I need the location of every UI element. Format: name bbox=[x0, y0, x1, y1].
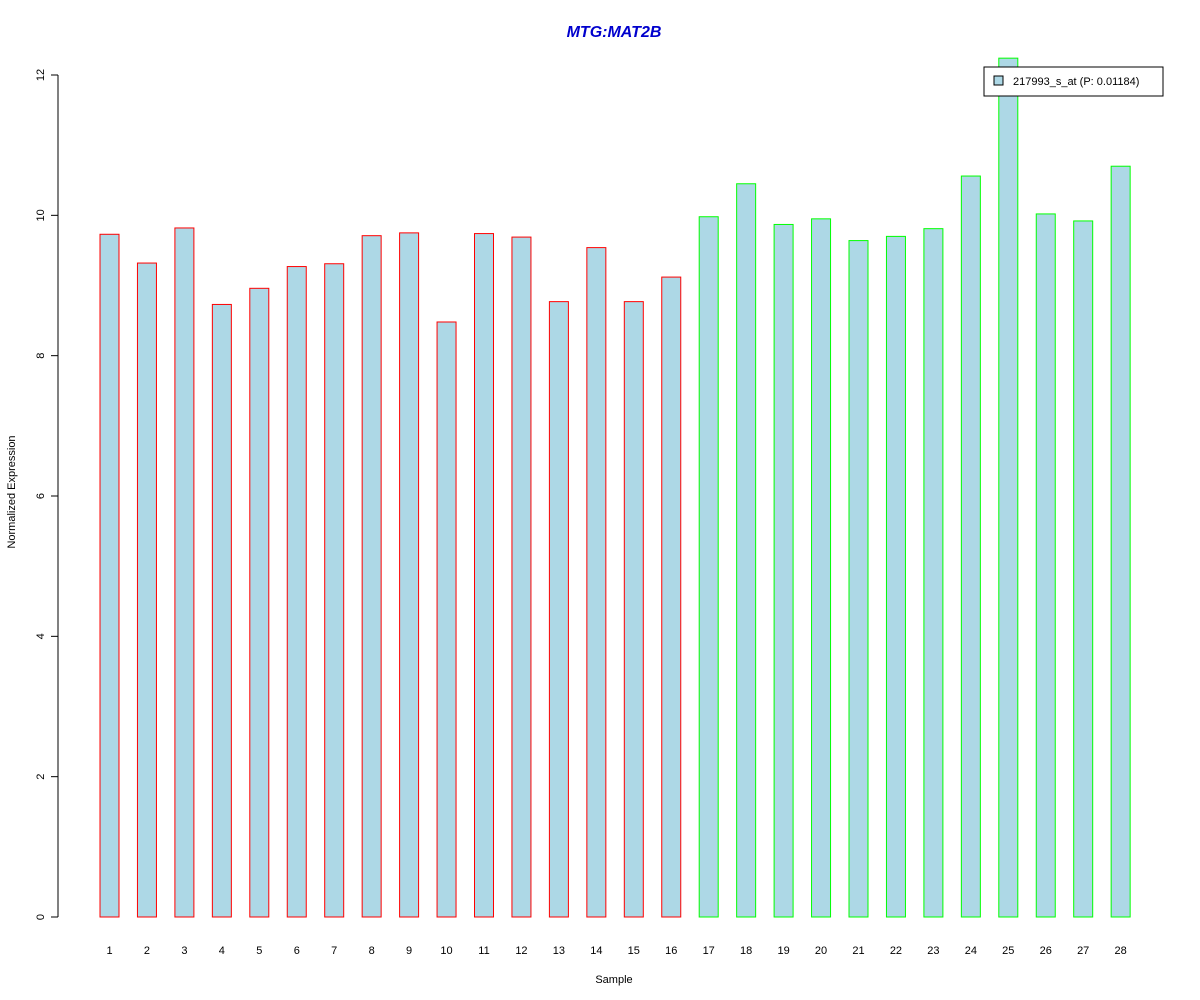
legend: 217993_s_at (P: 0.01184) bbox=[983, 66, 1164, 97]
x-tick-label: 14 bbox=[590, 945, 602, 957]
bar-sample-8 bbox=[361, 235, 382, 918]
bar-sample-14 bbox=[586, 247, 607, 918]
bar-sample-10 bbox=[436, 321, 457, 918]
bars bbox=[99, 57, 1131, 918]
x-tick-label: 27 bbox=[1077, 945, 1089, 957]
y-tick-label: 2 bbox=[35, 774, 47, 780]
x-tick-label: 19 bbox=[777, 945, 789, 957]
x-tick-label: 7 bbox=[331, 945, 337, 957]
bar-sample-17 bbox=[698, 216, 719, 918]
y-axis-label: Normalized Expression bbox=[6, 435, 18, 548]
bar-sample-11 bbox=[474, 233, 494, 918]
bar-sample-16 bbox=[661, 276, 682, 918]
bar-sample-25 bbox=[998, 57, 1019, 918]
y-tick-label: 0 bbox=[35, 914, 47, 920]
legend-box bbox=[983, 66, 1164, 97]
y-tick-label: 12 bbox=[35, 69, 47, 81]
x-tick-label: 12 bbox=[515, 945, 527, 957]
bar-sample-22 bbox=[885, 235, 906, 918]
legend-label: 217993_s_at (P: 0.01184) bbox=[1013, 76, 1139, 88]
bar-sample-13 bbox=[548, 301, 569, 918]
y-tick-label: 4 bbox=[35, 633, 47, 639]
x-tick-label: 2 bbox=[144, 945, 150, 957]
bar-sample-18 bbox=[736, 183, 757, 918]
y-tick-label: 8 bbox=[35, 353, 47, 359]
bar-sample-24 bbox=[960, 175, 981, 918]
bar-sample-19 bbox=[773, 223, 794, 918]
x-tick-label: 18 bbox=[740, 945, 752, 957]
x-tick-label: 13 bbox=[553, 945, 565, 957]
x-tick-label: 1 bbox=[106, 945, 112, 957]
x-tick-label: 4 bbox=[219, 945, 225, 957]
x-tick-label: 28 bbox=[1115, 945, 1127, 957]
x-tick-label: 6 bbox=[294, 945, 300, 957]
x-tick-label: 24 bbox=[965, 945, 977, 957]
x-tick-label: 17 bbox=[703, 945, 715, 957]
bar-sample-23 bbox=[923, 228, 944, 918]
legend-swatch bbox=[993, 75, 1004, 86]
x-tick-label: 26 bbox=[1040, 945, 1052, 957]
x-tick-label: 25 bbox=[1002, 945, 1014, 957]
y-tick-label: 6 bbox=[35, 493, 47, 499]
bar-sample-6 bbox=[286, 266, 307, 918]
x-tick-label: 21 bbox=[852, 945, 864, 957]
x-tick-label: 11 bbox=[478, 945, 489, 957]
x-tick-label: 10 bbox=[440, 945, 452, 957]
x-tick-label: 3 bbox=[181, 945, 187, 957]
x-tick-label: 22 bbox=[890, 945, 902, 957]
bar-sample-3 bbox=[174, 227, 195, 918]
x-tick-label: 20 bbox=[815, 945, 827, 957]
y-axis: 0 2 4 6 8 10 12 bbox=[35, 69, 59, 920]
chart-title: MTG:MAT2B bbox=[567, 24, 662, 41]
x-tick-label: 8 bbox=[369, 945, 375, 957]
bar-sample-21 bbox=[848, 240, 869, 918]
bar-sample-5 bbox=[249, 287, 270, 918]
y-tick-label: 10 bbox=[35, 209, 47, 221]
bar-sample-7 bbox=[324, 263, 345, 918]
bar-sample-28 bbox=[1110, 165, 1131, 918]
bar-sample-15 bbox=[623, 301, 644, 918]
bar-sample-1 bbox=[99, 233, 120, 918]
x-tick-label: 23 bbox=[927, 945, 939, 957]
bar-sample-2 bbox=[136, 262, 157, 918]
x-tick-labels: 1 2 3 4 5 6 7 8 9 10 11 12 13 14 15 16 17 18 19 20 21 22 23 24 2… bbox=[106, 945, 1126, 957]
x-tick-label: 9 bbox=[406, 945, 412, 957]
bar-sample-26 bbox=[1035, 213, 1056, 918]
bar-sample-12 bbox=[511, 236, 532, 918]
bar-sample-9 bbox=[399, 232, 420, 918]
bar-sample-27 bbox=[1073, 220, 1094, 918]
x-tick-label: 15 bbox=[628, 945, 640, 957]
x-axis-label: Sample bbox=[595, 974, 632, 986]
bar-sample-4 bbox=[211, 303, 232, 918]
bar-sample-20 bbox=[811, 218, 832, 918]
x-tick-label: 5 bbox=[256, 945, 262, 957]
x-tick-label: 16 bbox=[665, 945, 677, 957]
